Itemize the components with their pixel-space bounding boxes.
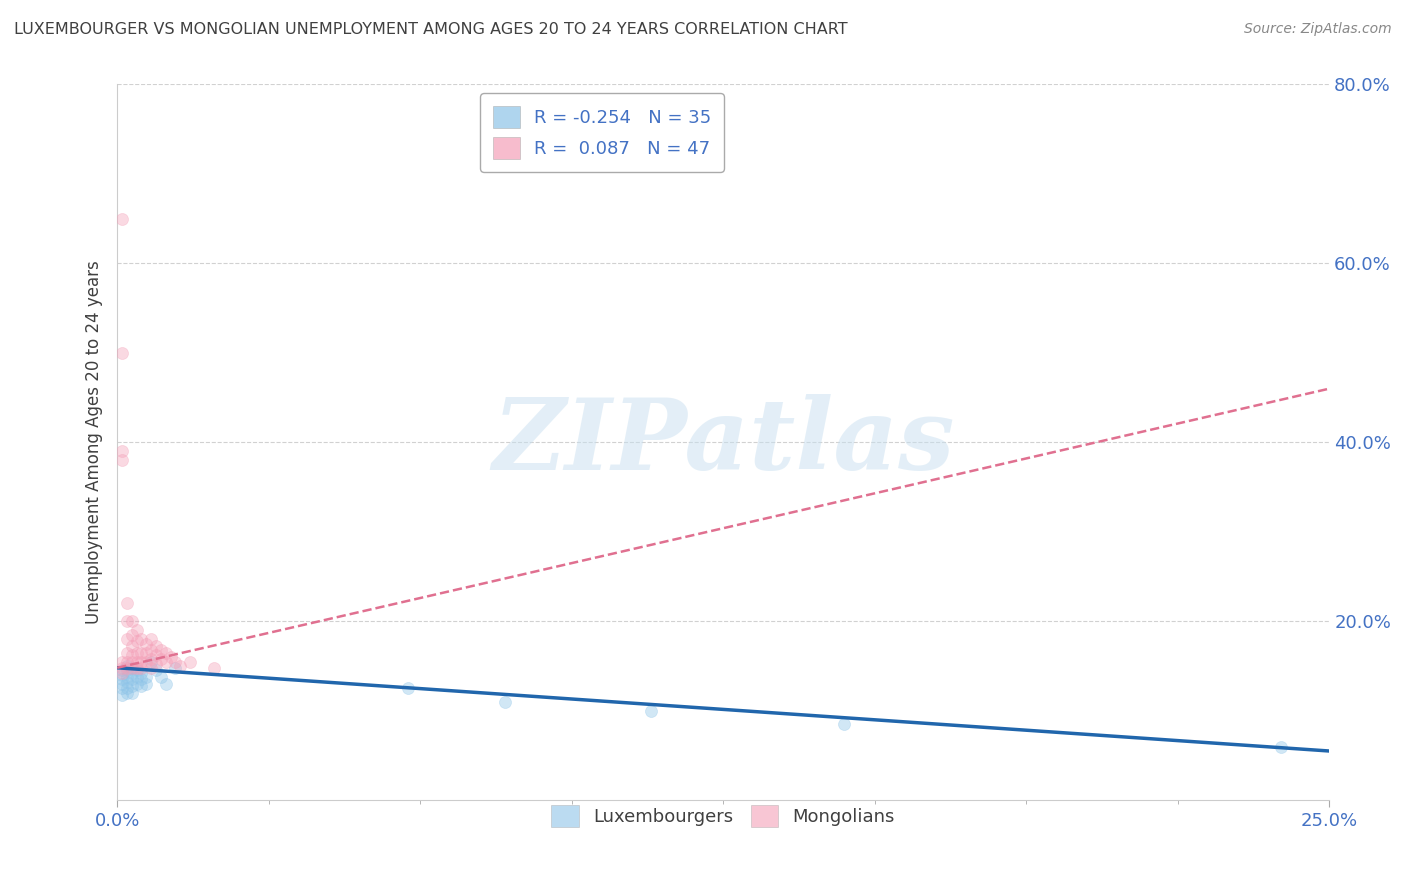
Point <box>139 652 162 666</box>
Point <box>149 652 172 666</box>
Point <box>121 661 143 675</box>
Point <box>131 673 153 687</box>
Point <box>169 659 191 673</box>
Point <box>640 704 662 718</box>
Point <box>155 677 177 691</box>
Point <box>121 686 143 700</box>
Point <box>131 646 153 660</box>
Point <box>125 655 148 669</box>
Point <box>111 661 134 675</box>
Point <box>125 677 148 691</box>
Point <box>115 614 138 628</box>
Y-axis label: Unemployment Among Ages 20 to 24 years: Unemployment Among Ages 20 to 24 years <box>86 260 103 624</box>
Point <box>121 614 143 628</box>
Point <box>121 673 143 687</box>
Point <box>111 211 134 226</box>
Point <box>111 681 134 696</box>
Point <box>121 648 143 663</box>
Point <box>111 677 134 691</box>
Point <box>115 659 138 673</box>
Point <box>111 453 134 467</box>
Point <box>125 670 148 684</box>
Point <box>165 661 187 675</box>
Point <box>131 655 153 669</box>
Point <box>111 444 134 458</box>
Point <box>125 664 148 678</box>
Point <box>115 681 138 696</box>
Point <box>111 668 134 682</box>
Point <box>125 646 148 660</box>
Point <box>115 675 138 690</box>
Point <box>165 655 187 669</box>
Point <box>202 661 225 675</box>
Point <box>145 648 167 663</box>
Point <box>1270 739 1292 754</box>
Text: ZIPatlas: ZIPatlas <box>492 394 955 491</box>
Point <box>121 679 143 693</box>
Point <box>121 655 143 669</box>
Point <box>145 664 167 678</box>
Point <box>131 666 153 681</box>
Point <box>111 673 134 687</box>
Point <box>135 646 157 660</box>
Point <box>125 624 148 638</box>
Point <box>145 640 167 654</box>
Point <box>125 634 148 648</box>
Point <box>139 655 162 669</box>
Point <box>115 661 138 675</box>
Point <box>145 657 167 672</box>
Point <box>111 688 134 702</box>
Point <box>115 670 138 684</box>
Point <box>149 643 172 657</box>
Point <box>155 646 177 660</box>
Point <box>179 655 201 669</box>
Point <box>121 628 143 642</box>
Point <box>115 655 138 669</box>
Point <box>111 666 134 681</box>
Point <box>396 681 419 696</box>
Point <box>111 664 134 678</box>
Point <box>121 661 143 675</box>
Point <box>135 670 157 684</box>
Point <box>125 661 148 675</box>
Point <box>121 666 143 681</box>
Point <box>159 650 181 665</box>
Point <box>139 661 162 675</box>
Point <box>131 632 153 647</box>
Point <box>115 632 138 647</box>
Point <box>115 646 138 660</box>
Point <box>834 717 856 731</box>
Point <box>149 670 172 684</box>
Point <box>135 655 157 669</box>
Point <box>139 643 162 657</box>
Point <box>115 664 138 678</box>
Text: Source: ZipAtlas.com: Source: ZipAtlas.com <box>1244 22 1392 37</box>
Point <box>131 679 153 693</box>
Point <box>139 632 162 647</box>
Point <box>135 637 157 651</box>
Point <box>121 640 143 654</box>
Point <box>155 655 177 669</box>
Point <box>135 677 157 691</box>
Point <box>494 695 516 709</box>
Text: LUXEMBOURGER VS MONGOLIAN UNEMPLOYMENT AMONG AGES 20 TO 24 YEARS CORRELATION CHA: LUXEMBOURGER VS MONGOLIAN UNEMPLOYMENT A… <box>14 22 848 37</box>
Point <box>111 655 134 669</box>
Point <box>131 661 153 675</box>
Point <box>115 686 138 700</box>
Point <box>115 596 138 610</box>
Legend: Luxembourgers, Mongolians: Luxembourgers, Mongolians <box>544 797 903 834</box>
Point <box>111 346 134 360</box>
